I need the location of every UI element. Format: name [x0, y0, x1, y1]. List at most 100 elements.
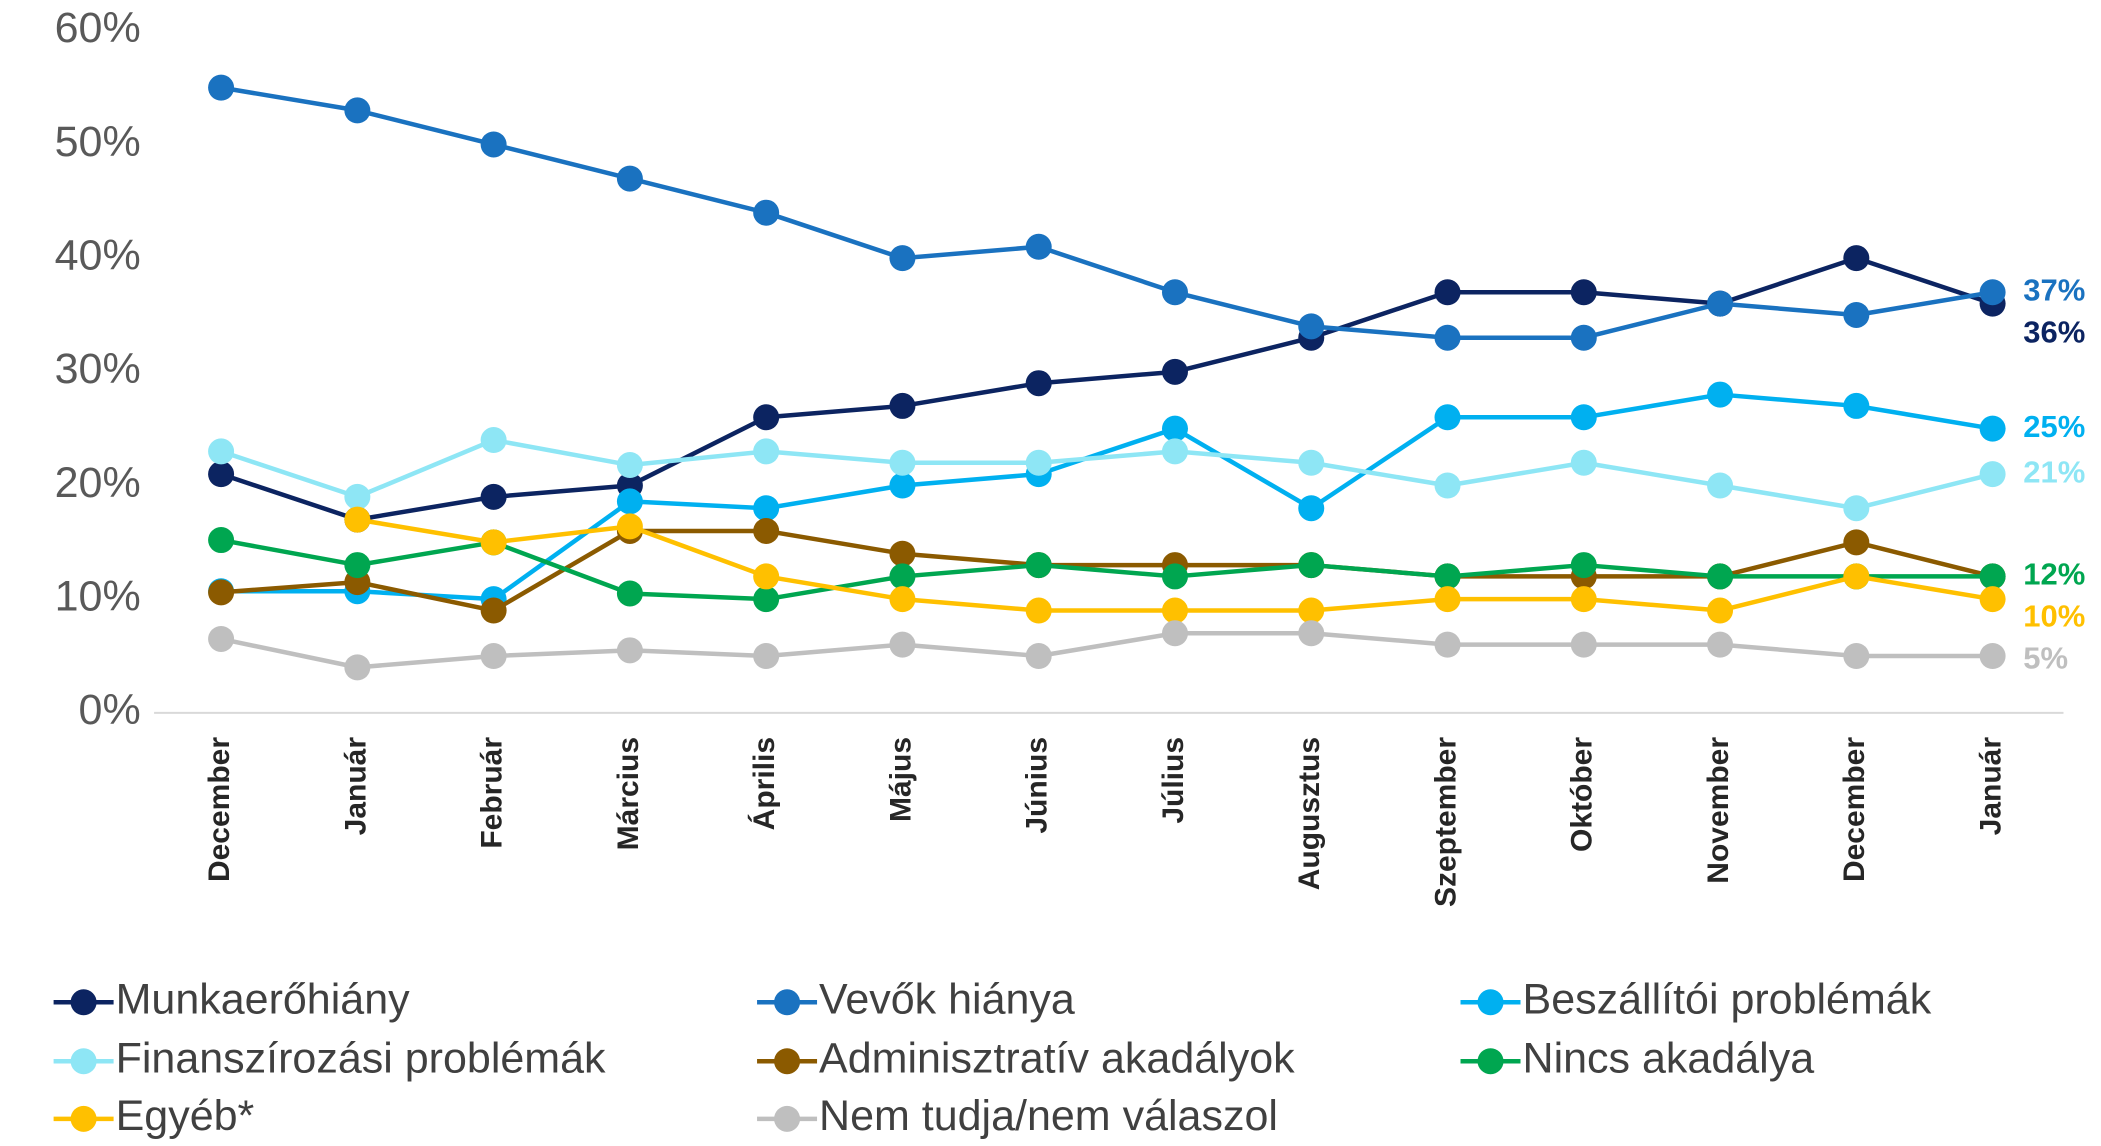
marker — [480, 529, 507, 556]
x-tick-label: Október — [1566, 737, 1599, 852]
marker — [1025, 643, 1052, 670]
legend-label: Beszállítói problémák — [1523, 976, 1932, 1024]
legend-marker — [774, 989, 801, 1016]
marker — [1434, 279, 1461, 306]
marker — [344, 483, 371, 510]
marker — [616, 580, 643, 607]
marker — [1707, 472, 1734, 499]
marker — [1298, 313, 1325, 340]
x-tick-label: Január — [1975, 737, 2008, 836]
marker — [1707, 563, 1734, 590]
marker — [208, 579, 235, 606]
marker — [344, 97, 371, 124]
marker — [1843, 495, 1870, 522]
data-label: 36% — [2023, 314, 2085, 349]
marker — [208, 438, 235, 465]
series-line — [220, 437, 1994, 511]
data-label: 25% — [2023, 409, 2085, 444]
series-line — [220, 537, 1993, 602]
y-tick-label: 30% — [55, 345, 141, 393]
x-tick-label: Április — [747, 737, 781, 830]
marker — [753, 586, 780, 613]
x-tick-label: Május — [884, 737, 917, 822]
legend-label: Adminisztratív akadályok — [819, 1035, 1295, 1083]
marker — [753, 563, 780, 590]
y-tick-label: 50% — [55, 118, 141, 166]
marker — [753, 517, 780, 544]
marker — [208, 74, 235, 101]
x-tick-label: December — [203, 737, 236, 882]
marker — [616, 452, 643, 479]
marker — [889, 540, 916, 567]
marker — [1843, 392, 1870, 419]
marker — [616, 637, 643, 664]
data-label: 5% — [2023, 641, 2068, 676]
marker — [1570, 324, 1597, 351]
series-line — [220, 631, 1993, 670]
y-tick-label: 0% — [79, 686, 141, 734]
marker — [753, 438, 780, 465]
legend-marker — [1477, 989, 1504, 1016]
marker — [889, 449, 916, 476]
marker — [1298, 495, 1325, 522]
data-label: 10% — [2023, 599, 2085, 634]
marker — [1843, 245, 1870, 272]
marker — [1434, 631, 1461, 658]
x-tick-label: Március — [612, 737, 645, 850]
marker — [480, 597, 507, 624]
marker — [753, 643, 780, 670]
marker — [1570, 631, 1597, 658]
legend-label: Nem tudja/nem válaszol — [819, 1092, 1278, 1140]
marker — [616, 513, 643, 540]
marker — [889, 472, 916, 499]
marker — [1707, 381, 1734, 408]
x-tick-label: December — [1838, 737, 1871, 882]
x-tick-label: Július — [1157, 737, 1190, 824]
legend-marker — [70, 1048, 97, 1075]
marker — [616, 488, 643, 515]
legend-marker — [774, 1048, 801, 1075]
y-tick-label: 10% — [55, 573, 141, 621]
marker — [1434, 586, 1461, 613]
marker — [616, 165, 643, 192]
x-tick-label: Szeptember — [1429, 737, 1462, 907]
legend-label: Finanszírozási problémák — [116, 1035, 606, 1083]
marker — [1161, 279, 1188, 306]
marker — [480, 131, 507, 158]
x-tick-label: Június — [1021, 737, 1054, 834]
marker — [1161, 597, 1188, 624]
data-label: 21% — [2023, 454, 2085, 489]
marker — [753, 199, 780, 226]
legend-label: Egyéb* — [116, 1092, 255, 1140]
marker — [1161, 415, 1188, 442]
legend-label: Vevők hiánya — [819, 976, 1075, 1024]
marker — [753, 404, 780, 431]
marker — [1570, 404, 1597, 431]
marker — [1979, 563, 2006, 590]
legend-label: Munkaerőhiány — [116, 976, 411, 1024]
x-tick-label: Február — [476, 737, 509, 849]
marker — [1434, 324, 1461, 351]
marker — [1025, 597, 1052, 624]
marker — [1025, 552, 1052, 579]
marker — [1570, 586, 1597, 613]
y-tick-label: 60% — [55, 4, 141, 52]
marker — [1434, 472, 1461, 499]
marker — [480, 643, 507, 670]
marker — [480, 483, 507, 510]
marker — [889, 392, 916, 419]
marker — [1979, 586, 2006, 613]
marker — [1025, 233, 1052, 260]
marker — [344, 506, 371, 533]
legend-marker — [70, 1105, 97, 1132]
marker — [344, 552, 371, 579]
marker — [1298, 597, 1325, 624]
marker — [208, 625, 235, 652]
x-tick-label: November — [1702, 737, 1735, 884]
data-label: 37% — [2023, 272, 2085, 307]
marker — [1025, 449, 1052, 476]
marker — [480, 427, 507, 454]
marker — [1025, 370, 1052, 397]
marker — [889, 586, 916, 613]
